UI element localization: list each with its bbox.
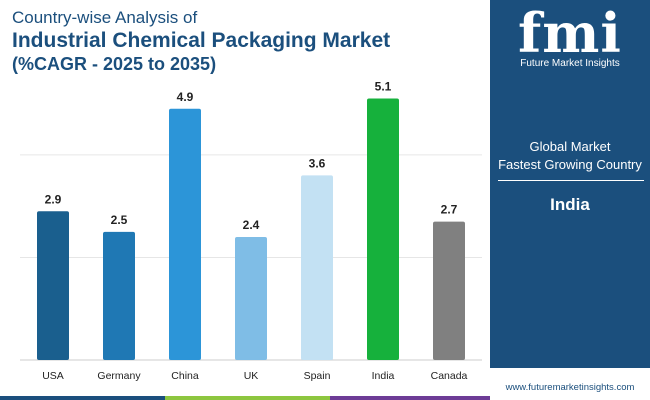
bottom-bar-purple <box>330 396 490 400</box>
value-labels: 2.9 2.5 4.9 2.4 3.6 5.1 2.7 <box>45 80 458 232</box>
title-block: Country-wise Analysis of Industrial Chem… <box>12 8 482 75</box>
bar-canada <box>433 221 465 360</box>
logo-text: fmi <box>518 1 622 65</box>
bar-india <box>367 98 399 360</box>
url-box: www.futuremarketinsights.com <box>490 368 650 400</box>
bar-usa <box>37 211 69 360</box>
tick-label-china: China <box>171 370 199 382</box>
value-label-india: 5.1 <box>375 80 392 94</box>
website-url[interactable]: www.futuremarketinsights.com <box>505 382 635 393</box>
value-label-germany: 2.5 <box>111 213 128 227</box>
tick-label-germany: Germany <box>97 370 141 382</box>
value-label-canada: 2.7 <box>441 203 458 217</box>
chart-title: Industrial Chemical Packaging Market <box>12 29 391 52</box>
side-panel: fmi Future Market Insights Global Market… <box>490 0 650 400</box>
fmi-logo: fmi Future Market Insights <box>490 6 650 76</box>
tick-label-india: India <box>372 370 395 382</box>
x-tick-labels: USA Germany China UK Spain India Canada <box>42 370 467 382</box>
panel-heading-global: Global Market <box>529 139 611 154</box>
tick-label-usa: USA <box>42 370 64 382</box>
chart-subtitle: Country-wise Analysis of <box>12 8 198 27</box>
cagr-label: (%CAGR - 2025 to 2035) <box>12 54 217 74</box>
tick-label-spain: Spain <box>304 370 331 382</box>
fastest-country: India <box>550 195 590 214</box>
bar-chart: 2.9 2.5 4.9 2.4 3.6 5.1 2.7 USA Germany China UK S… <box>20 80 482 382</box>
bars <box>37 98 465 360</box>
bottom-bar-blue <box>0 396 165 400</box>
tick-label-uk: UK <box>244 370 259 382</box>
bar-uk <box>235 236 267 360</box>
value-label-usa: 2.9 <box>45 192 62 206</box>
value-label-china: 4.9 <box>177 90 194 104</box>
panel-heading-fastest: Fastest Growing Country <box>498 157 642 172</box>
bar-germany <box>103 231 135 360</box>
value-label-uk: 2.4 <box>243 218 260 232</box>
bottom-bar-green <box>165 396 330 400</box>
panel-divider <box>498 180 644 181</box>
value-label-spain: 3.6 <box>309 156 326 170</box>
bar-spain <box>301 175 333 360</box>
bar-china <box>169 108 201 360</box>
tick-label-canada: Canada <box>431 370 468 382</box>
logo-subtitle: Future Market Insights <box>520 58 620 69</box>
